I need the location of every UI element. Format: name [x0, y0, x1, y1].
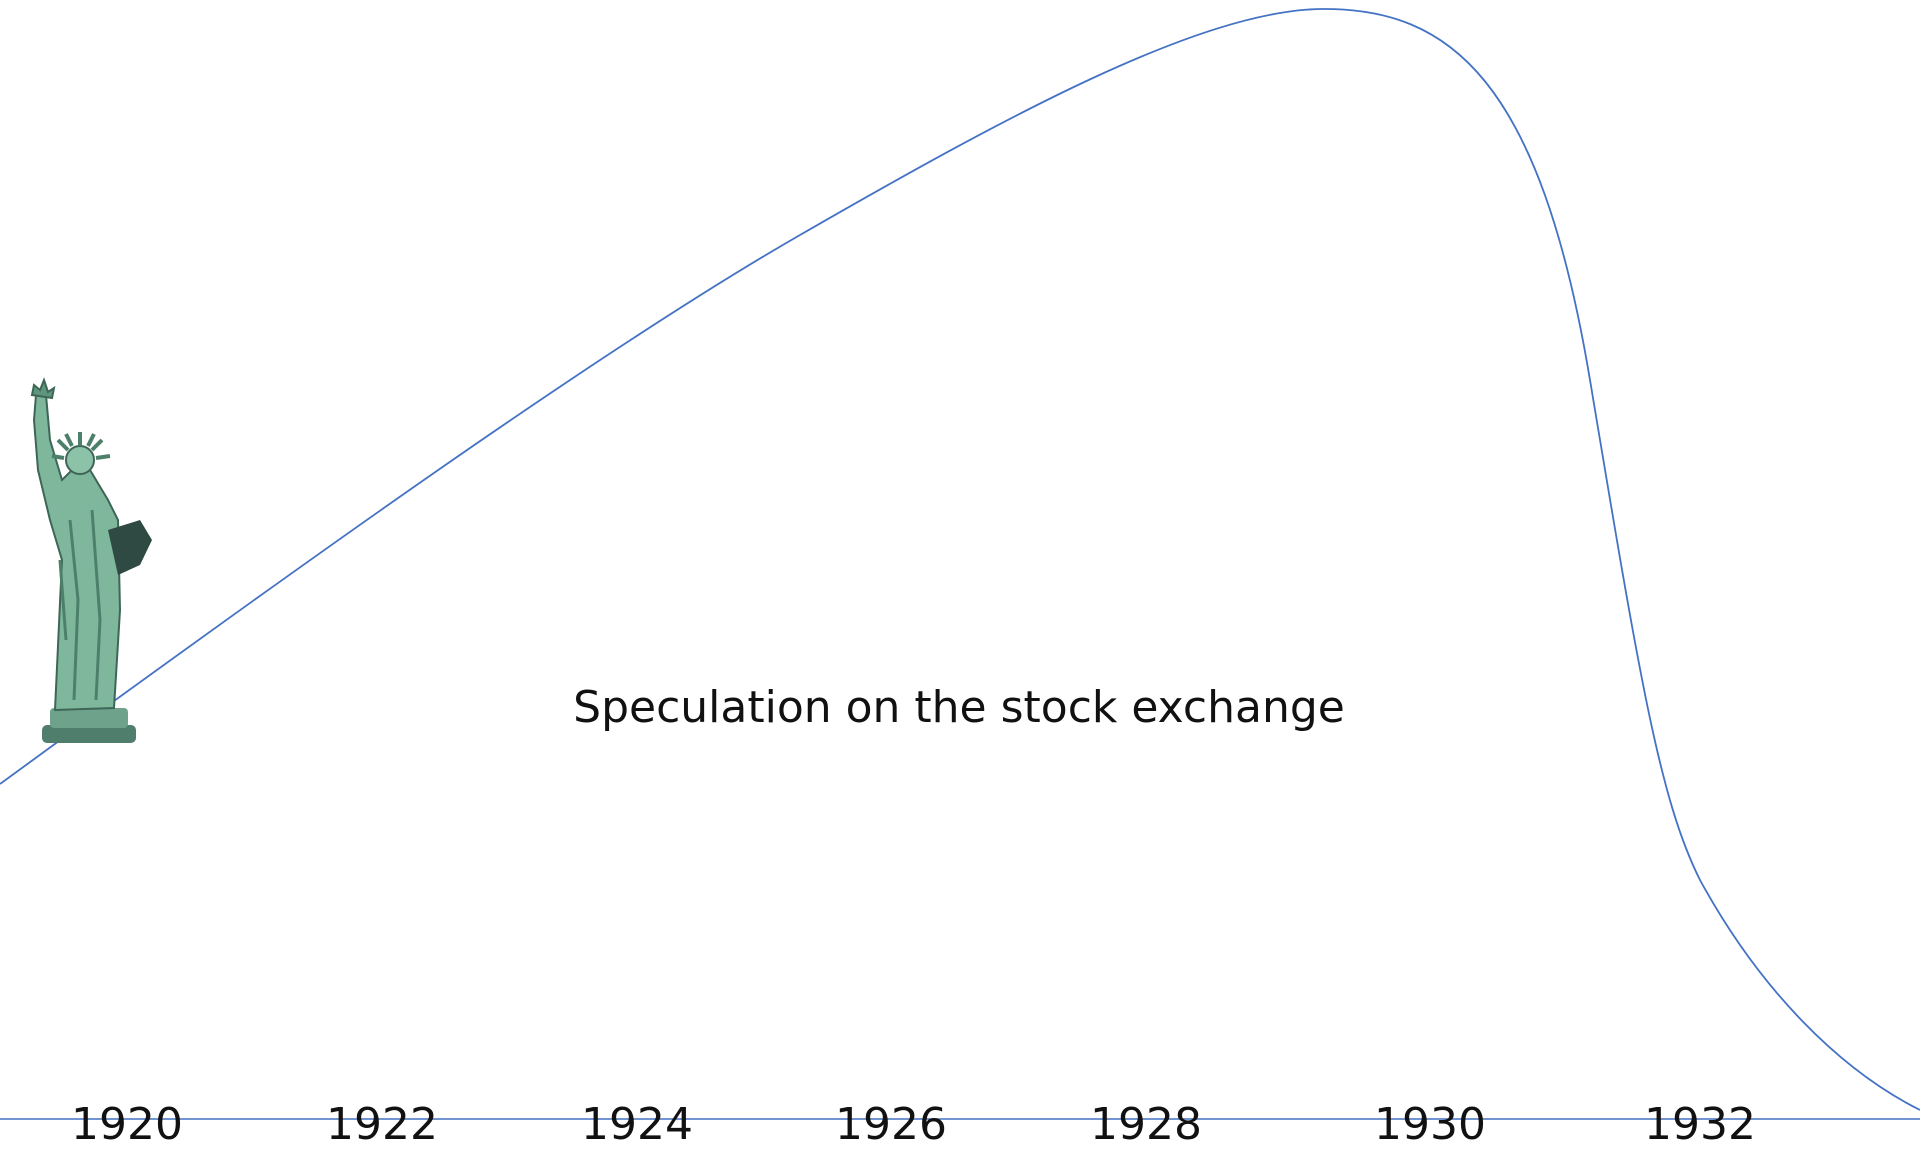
- statue-of-liberty: [32, 380, 152, 743]
- page: Speculation on the stock exchange 192019…: [0, 0, 1920, 1150]
- year-label: 1924: [581, 1099, 693, 1150]
- year-labels: 1920 1922 1924 1926 1928 1930 1932: [71, 1099, 1756, 1150]
- year-label: 1928: [1090, 1099, 1202, 1150]
- year-label: 1926: [835, 1099, 947, 1150]
- year-label: 1922: [326, 1099, 438, 1150]
- year-label: 1930: [1374, 1099, 1486, 1150]
- speculation-curve: [0, 9, 1920, 1110]
- year-label: 1920: [71, 1099, 183, 1150]
- caption: Speculation on the stock exchange: [573, 682, 1345, 733]
- diagram: Speculation on the stock exchange 192019…: [0, 0, 1920, 1150]
- year-label: 1932: [1644, 1099, 1756, 1150]
